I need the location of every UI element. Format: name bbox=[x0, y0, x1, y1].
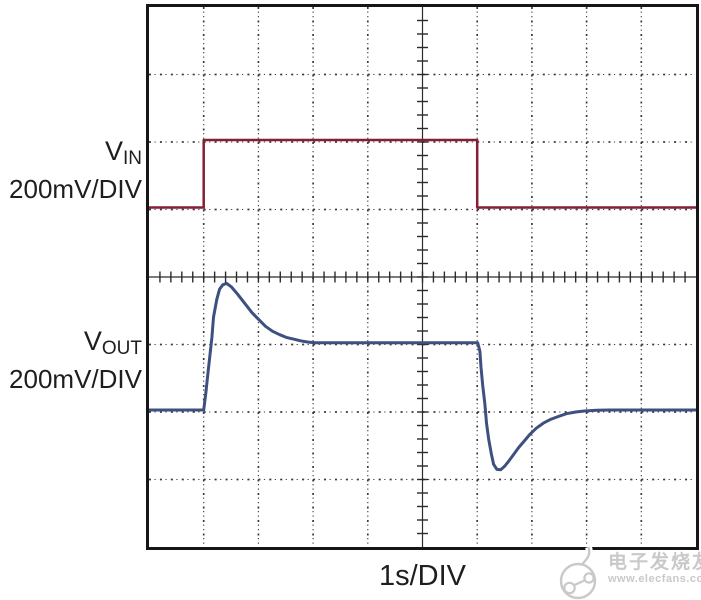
vin-channel-label: VIN 200mV/DIV bbox=[0, 136, 142, 203]
vin-scale-label: 200mV/DIV bbox=[9, 174, 142, 204]
vin-subscript: IN bbox=[123, 148, 142, 169]
vout-channel-label: VOUT 200mV/DIV bbox=[0, 326, 142, 393]
vout-symbol: VOUT bbox=[0, 326, 142, 364]
watermark-brand: 电子发烧友 bbox=[608, 552, 701, 573]
vout-subscript: OUT bbox=[101, 338, 142, 359]
watermark-text: 电子发烧友 www.elecfans.com bbox=[608, 552, 701, 586]
vout-scale-label: 200mV/DIV bbox=[9, 364, 142, 394]
oscilloscope-plot bbox=[146, 4, 699, 550]
watermark: 电子发烧友 www.elecfans.com bbox=[552, 538, 701, 600]
watermark-url: www.elecfans.com bbox=[608, 573, 701, 585]
vout-symbol-letter: V bbox=[83, 326, 102, 356]
vin-symbol-letter: V bbox=[104, 136, 123, 166]
watermark-logo-icon bbox=[559, 545, 597, 600]
time-axis-label: 1s/DIV bbox=[378, 560, 467, 592]
vin-symbol: VIN bbox=[0, 136, 142, 174]
